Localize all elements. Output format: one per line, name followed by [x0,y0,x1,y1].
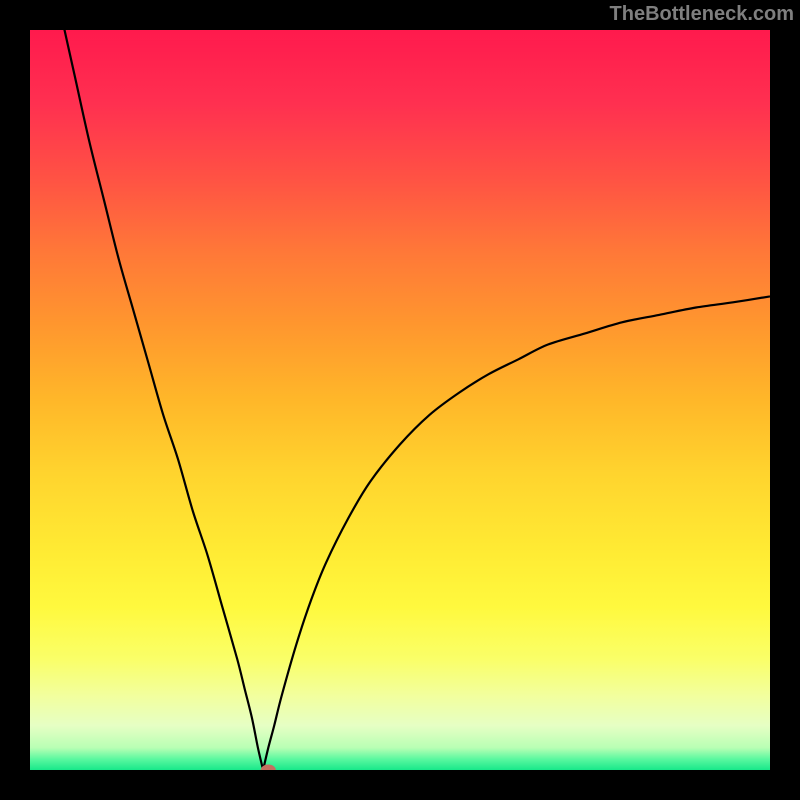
watermark-text: TheBottleneck.com [610,3,794,26]
plot-background-gradient [30,30,770,770]
chart-container: TheBottleneck.com [0,0,800,800]
bottleneck-chart [0,0,800,800]
